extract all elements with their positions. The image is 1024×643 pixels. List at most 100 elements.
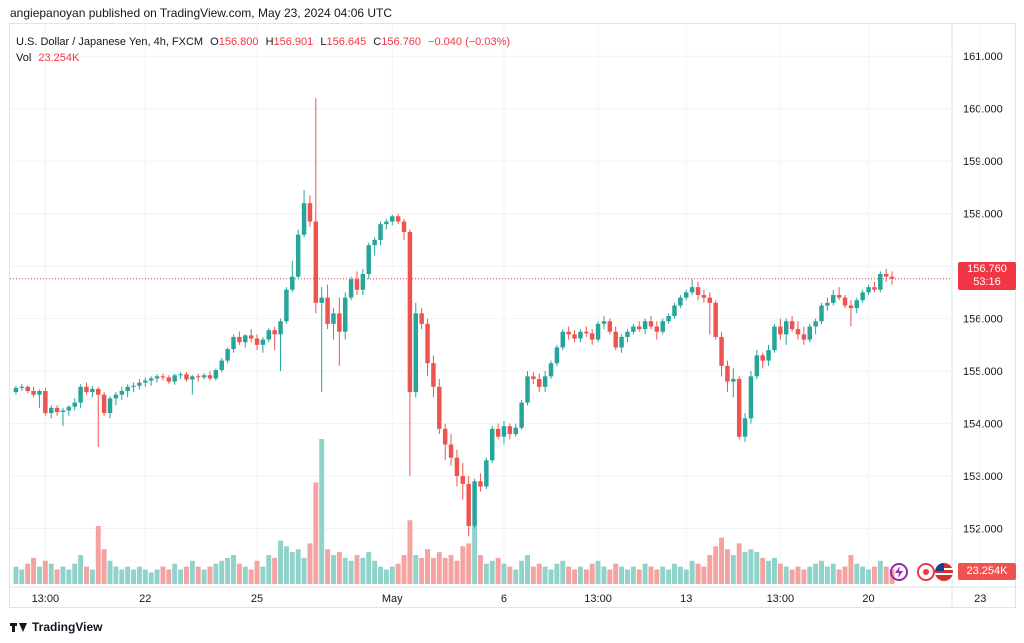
candle-body	[601, 321, 607, 324]
candle-body	[148, 378, 154, 381]
candle-body	[589, 333, 595, 340]
candle-body	[531, 376, 536, 379]
candle-body	[119, 391, 125, 395]
candle-body	[836, 295, 842, 298]
volume-bar	[477, 555, 483, 584]
volume-bar	[142, 569, 148, 584]
chart-legend: U.S. Dollar / Japanese Yen, 4h, FXCM O15…	[16, 34, 510, 66]
volume-bar	[466, 543, 472, 584]
candle-body	[437, 386, 442, 429]
candle-body	[178, 374, 183, 376]
candle-body	[689, 287, 695, 293]
volume-bar	[336, 552, 342, 584]
x-tick-label: 6	[501, 593, 507, 605]
candle-body	[619, 336, 624, 348]
volume-bar	[766, 560, 772, 584]
volume-bar	[66, 569, 72, 584]
volume-bar	[801, 569, 807, 584]
volume-bar	[777, 563, 783, 584]
record-icon[interactable]	[917, 563, 935, 581]
volume-bar	[677, 566, 683, 584]
candle-body	[143, 380, 148, 383]
candle-body	[848, 305, 854, 309]
candle-body	[284, 289, 289, 322]
candle-body	[783, 321, 789, 335]
volume-bar	[207, 566, 213, 584]
candle-body	[395, 216, 401, 222]
volume-bar	[378, 566, 383, 584]
volume-bar	[413, 555, 419, 584]
candle-body	[625, 331, 630, 337]
candle-body	[695, 287, 701, 295]
candle-body	[725, 365, 730, 382]
y-tick-label: 161.000	[963, 51, 1003, 63]
volume-bar	[154, 569, 160, 584]
volume-bar	[195, 566, 201, 584]
chart-frame[interactable]	[9, 23, 1016, 608]
lightning-icon[interactable]	[890, 563, 908, 581]
x-tick-label: 23	[974, 593, 986, 605]
candle-body	[566, 331, 571, 335]
open-label: O	[210, 36, 219, 48]
candle-body	[25, 386, 30, 392]
candle-body	[719, 336, 724, 366]
volume-bar	[242, 566, 248, 584]
volume-bar	[742, 552, 748, 584]
candle-body	[542, 376, 548, 387]
candle-body	[295, 234, 301, 277]
volume-bar	[883, 566, 889, 584]
candle-body	[37, 391, 42, 395]
candle-body	[866, 287, 871, 293]
volume-bar	[624, 569, 630, 584]
volume-bar	[595, 560, 601, 584]
candle-body	[448, 444, 454, 458]
volume-bar	[807, 566, 813, 584]
volume-bar	[730, 555, 736, 584]
candle-body	[96, 388, 101, 395]
candle-body	[854, 300, 860, 309]
volume-bar	[201, 569, 207, 584]
volume-bar	[125, 566, 131, 584]
candle-body	[513, 427, 518, 435]
volume-bar	[119, 569, 125, 584]
volume-bar	[871, 566, 877, 584]
candle-body	[337, 313, 342, 332]
volume-bar	[107, 560, 113, 584]
candle-body	[819, 305, 824, 322]
volume-bar	[401, 555, 407, 584]
volume-bar	[13, 566, 19, 584]
candle-body	[466, 483, 471, 526]
candle-body	[219, 360, 224, 371]
y-tick-label: 158.000	[963, 209, 1003, 221]
volume-bar	[360, 557, 366, 584]
candle-body	[595, 323, 601, 340]
volume-bar	[589, 563, 595, 584]
us-flag-icon[interactable]	[935, 563, 953, 581]
volume-bar	[407, 520, 413, 584]
candle-body	[360, 274, 366, 290]
footer: TradingView	[10, 620, 102, 634]
volume-bar	[495, 557, 501, 584]
candle-body	[872, 287, 877, 290]
candle-body	[778, 326, 783, 335]
y-tick-label: 154.000	[963, 419, 1003, 431]
candle-body	[748, 376, 754, 419]
volume-bar	[719, 537, 725, 584]
volume-bar	[19, 569, 25, 584]
symbol-label: U.S. Dollar / Japanese Yen, 4h, FXCM	[16, 36, 204, 48]
volume-bar	[95, 526, 101, 584]
tradingview-logo-icon	[10, 622, 28, 632]
volume-bar	[513, 569, 519, 584]
candle-body	[578, 331, 583, 339]
candle-body	[243, 335, 248, 343]
volume-bar	[448, 555, 454, 584]
candle-body	[607, 321, 613, 332]
candle-body	[354, 279, 360, 290]
candle-body	[260, 339, 266, 345]
candle-body	[290, 276, 295, 290]
x-tick-label: 25	[251, 593, 263, 605]
volume-bar	[630, 566, 636, 584]
candle-body	[31, 391, 36, 395]
candle-body	[478, 481, 483, 487]
